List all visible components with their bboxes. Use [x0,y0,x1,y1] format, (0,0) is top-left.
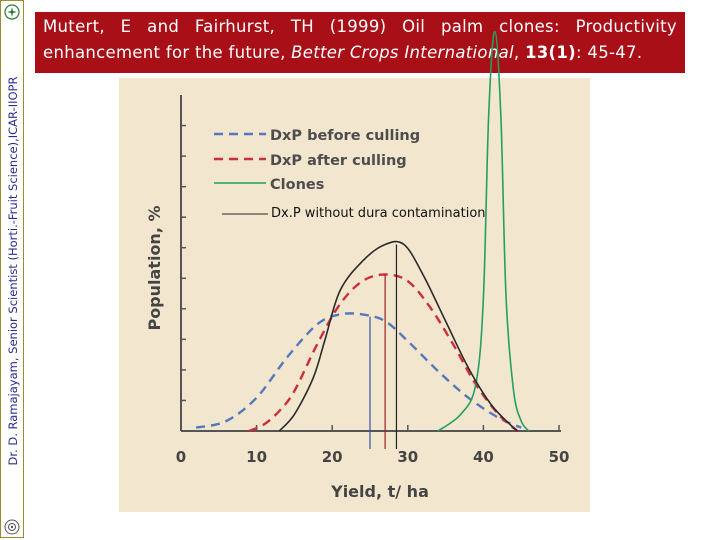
chart-labels: Yield, t/ ha Population, % [145,205,429,501]
legend-label-dxp-before-culling: DxP before culling [270,128,420,144]
series-line-clones [437,30,530,432]
chart-mean-lines [369,244,398,449]
citation-journal: Better Crops International [291,43,514,62]
x-tick-label: 20 [322,448,343,466]
series-line-dxp-before-culling [195,312,522,429]
citation-volume: 13 [524,43,549,62]
y-axis-label: Population, % [145,205,164,330]
x-tick-label: 50 [549,448,570,466]
legend-label-dxp-after-culling: DxP after culling [270,153,407,169]
x-tick-label: 40 [473,448,494,466]
citation-issue: (1) [548,43,576,62]
x-tick-label: 30 [397,448,418,466]
citation-pages: : 45-47. [576,43,643,62]
x-tick-label: 0 [176,448,186,466]
x-axis-label: Yield, t/ ha [330,482,429,501]
x-tick-label: 10 [246,448,267,466]
citation-title: Mutert, E and Fairhurst, TH (1999) Oil p… [35,12,685,73]
series-line-dx-p-without-dura-contamination [278,240,518,432]
citation-authors-year: Mutert, E and Fairhurst, TH (1999) Oil p… [43,17,677,62]
chart-axes: 0 10 20 30 40 50 [176,95,570,466]
chart-series [195,30,530,433]
figure-background [119,78,590,512]
icar-emblem-icon [4,519,20,535]
annotation-label: Dx.P without dura contamination [271,206,486,221]
sidebar: Dr. D. Ramajayam, Senior Scientist (Hort… [0,0,24,538]
citation-separator: , [513,43,525,62]
legend-label-clones: Clones [270,177,324,193]
institute-logo-icon [4,4,20,20]
series-line-dxp-after-culling [248,273,519,433]
chart-legend: DxP before culling DxP after culling Clone… [214,128,486,221]
